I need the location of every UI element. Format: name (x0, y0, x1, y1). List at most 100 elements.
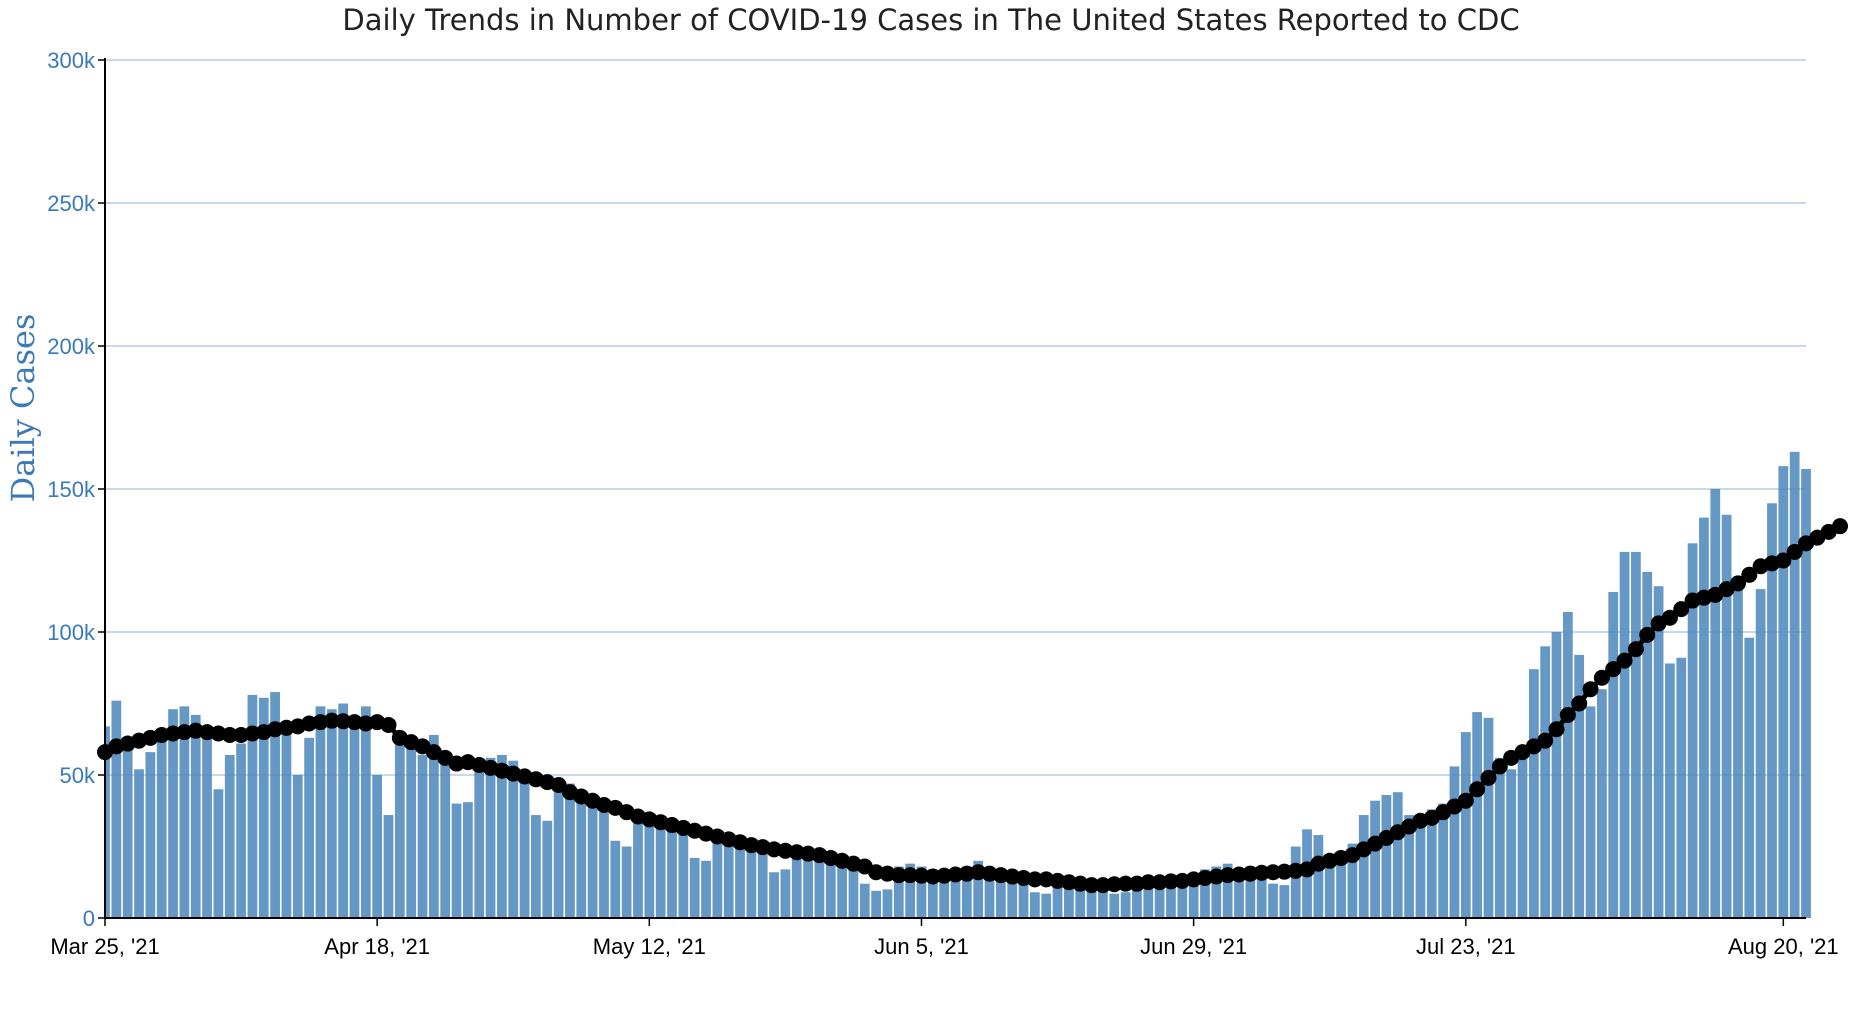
bar (156, 737, 167, 918)
bar (383, 815, 394, 918)
bar (247, 694, 258, 918)
bar (1007, 875, 1018, 918)
moving-average-point (1083, 877, 1100, 894)
bar (837, 863, 847, 918)
bar (1415, 823, 1426, 918)
bar (1336, 860, 1346, 918)
moving-average-point (323, 712, 340, 729)
bar (723, 837, 734, 918)
bar (939, 875, 950, 918)
y-tick-label: 100k (47, 620, 96, 645)
bar (712, 840, 723, 918)
bar (621, 846, 632, 918)
bar (168, 709, 178, 918)
bar (1551, 632, 1562, 918)
bar (179, 706, 190, 918)
x-axis-ticks: Mar 25, '21 Apr 18, '21 May 12, '21 Jun 5, … (50, 918, 1839, 959)
moving-average-point (1639, 626, 1656, 643)
bar (134, 769, 144, 918)
moving-average-point (1117, 875, 1134, 892)
bar (1018, 877, 1029, 918)
bar (1642, 571, 1653, 918)
bar (1347, 843, 1358, 918)
bar-series (105, 451, 1811, 918)
bar (1030, 892, 1040, 918)
bar (1426, 809, 1437, 918)
bar (1177, 885, 1188, 918)
moving-average-point (1162, 873, 1179, 890)
bar (531, 815, 541, 918)
bar (1585, 706, 1596, 918)
moving-average-point (1605, 661, 1622, 678)
y-axis-label: Daily Cases (4, 314, 42, 503)
moving-average-point (1026, 871, 1043, 888)
bar (1143, 877, 1154, 918)
bar (599, 812, 609, 918)
x-tick-label: May 12, '21 (593, 934, 706, 959)
bar (451, 803, 462, 918)
bar (463, 802, 473, 918)
bar (984, 869, 995, 918)
bar (1211, 866, 1222, 918)
bar (1041, 893, 1052, 918)
bar (1801, 468, 1811, 918)
bar (1778, 466, 1789, 918)
bar (1381, 795, 1392, 918)
bar (701, 860, 711, 918)
bar (678, 832, 689, 918)
bar (1313, 835, 1324, 918)
bar (553, 783, 564, 918)
bar (1200, 869, 1210, 918)
bar (1154, 880, 1165, 918)
moving-average-point (1832, 518, 1849, 535)
bar (394, 740, 405, 918)
bar (927, 869, 938, 918)
moving-average-point (1469, 781, 1486, 798)
y-tick-label: 50k (60, 763, 96, 788)
bar (270, 692, 280, 918)
bar (508, 760, 519, 918)
bar (1460, 732, 1471, 918)
bar (769, 872, 779, 918)
bar (338, 703, 349, 918)
moving-average-points (97, 518, 1849, 894)
y-tick-label: 200k (47, 334, 96, 359)
bar (1279, 885, 1290, 918)
moving-average-point (1106, 876, 1123, 893)
bar (213, 789, 224, 918)
moving-average-point (1265, 864, 1282, 881)
bar (610, 840, 621, 918)
bar (667, 826, 677, 918)
bar (1699, 517, 1709, 918)
bar (961, 866, 972, 918)
moving-average-point (1537, 732, 1554, 749)
bar (1619, 551, 1630, 918)
moving-average-point (380, 716, 397, 733)
bar (281, 726, 292, 918)
bar (1449, 766, 1460, 918)
axes (104, 58, 1806, 919)
bar (644, 817, 655, 918)
moving-average-point (1219, 867, 1236, 884)
bar (1665, 663, 1675, 918)
bar (1733, 580, 1743, 918)
bar (1075, 883, 1086, 918)
bar (1188, 883, 1199, 918)
bar (1392, 792, 1403, 918)
bar (1540, 646, 1551, 918)
y-tick-label: 150k (47, 477, 96, 502)
moving-average-point (1627, 641, 1644, 658)
bar (780, 869, 791, 918)
moving-average-point (1729, 575, 1746, 592)
bar (587, 803, 598, 918)
bar (1268, 883, 1278, 918)
moving-average-point (1786, 543, 1803, 560)
bar (576, 800, 587, 918)
bar (372, 775, 383, 918)
bar (1472, 712, 1483, 918)
moving-average-point (1673, 601, 1690, 618)
moving-average-point (902, 867, 919, 884)
bar (474, 769, 485, 918)
moving-average-point (1775, 552, 1792, 569)
